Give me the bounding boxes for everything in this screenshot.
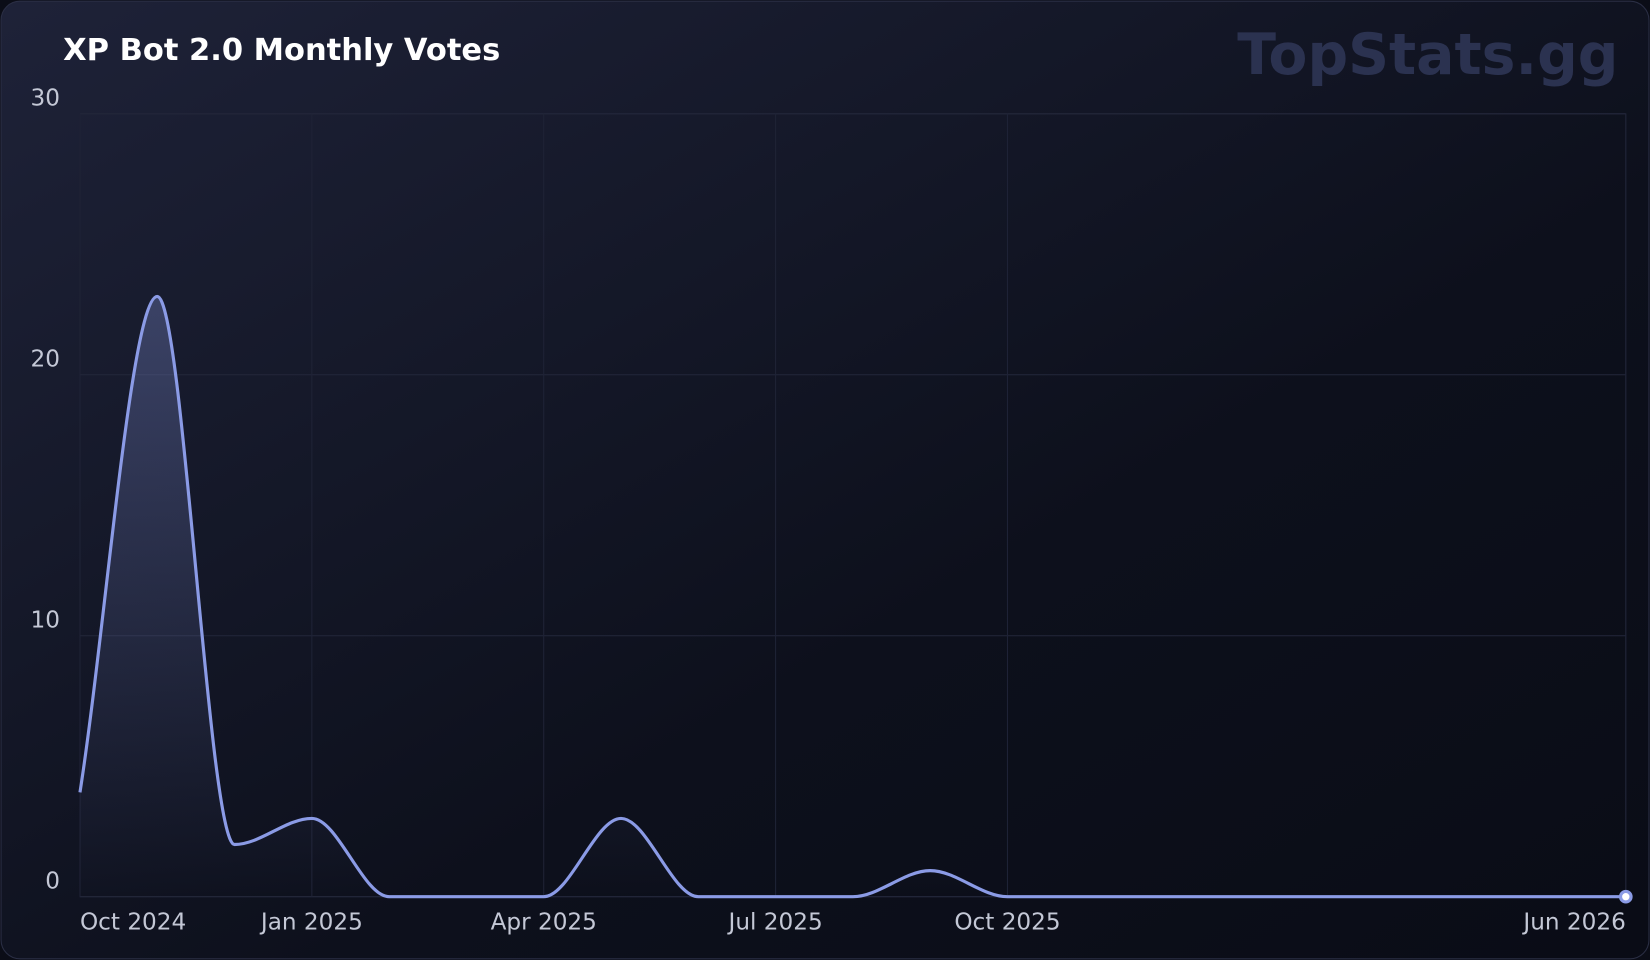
line — [78, 294, 1626, 899]
watermark: TopStats.gg — [1237, 22, 1618, 88]
y-tick-label: 20 — [31, 346, 60, 372]
y-tick-label: 10 — [31, 607, 60, 633]
x-tick-label: Oct 2025 — [954, 909, 1060, 935]
x-tick-label: Jul 2025 — [727, 909, 823, 935]
chart-title: XP Bot 2.0 Monthly Votes — [63, 33, 500, 68]
last-point — [1618, 889, 1633, 904]
plot: 0 10 20 30 Oct 2024 Jan 2025 Apr 2025 Jul 2025 O… — [31, 85, 1633, 935]
y-tick-label: 0 — [45, 868, 60, 894]
x-tick-label: Apr 2025 — [491, 909, 597, 935]
x-tick-label: Jun 2026 — [1521, 909, 1625, 935]
x-tick-label: Jan 2025 — [259, 909, 363, 935]
x-tick-label: Oct 2024 — [80, 909, 186, 935]
y-tick-label: 30 — [31, 85, 60, 111]
